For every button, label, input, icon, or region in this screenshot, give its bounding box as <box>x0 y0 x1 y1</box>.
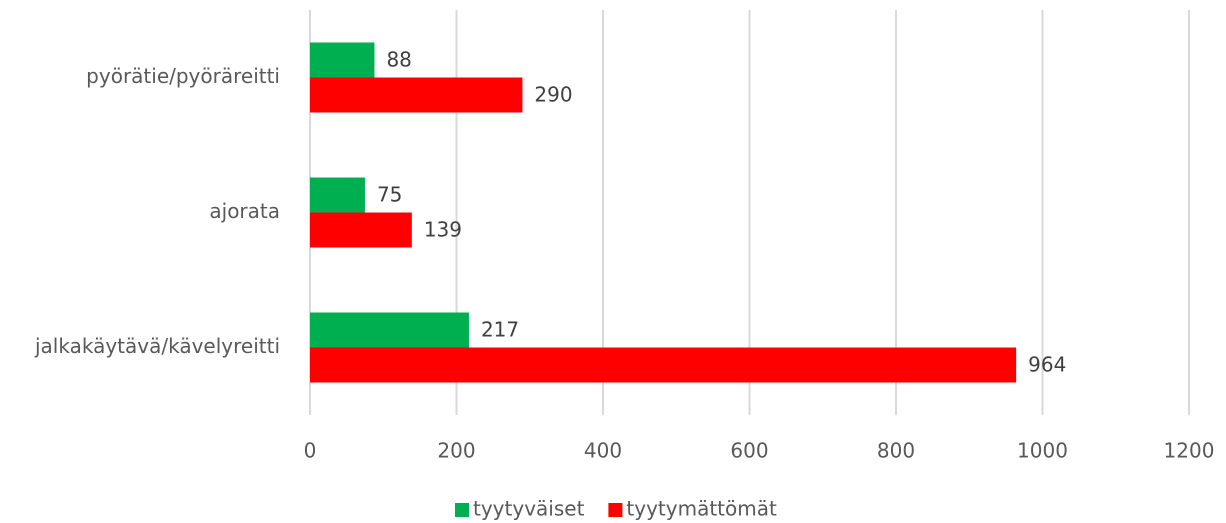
data-label: 217 <box>481 318 519 342</box>
data-label: 964 <box>1028 353 1066 377</box>
data-label: 75 <box>377 183 402 207</box>
legend-swatch <box>608 503 623 517</box>
y-tick-label: pyörätie/pyöräreitti <box>86 64 280 88</box>
bar <box>310 212 412 248</box>
bar <box>310 312 469 348</box>
x-tick-label: 800 <box>877 439 915 463</box>
x-tick-label: 600 <box>730 439 768 463</box>
x-tick-label: 200 <box>437 439 475 463</box>
bar <box>310 42 375 78</box>
legend-label: tyytyväiset <box>473 497 585 521</box>
y-tick-label: ajorata <box>209 199 280 223</box>
data-label: 139 <box>424 218 462 242</box>
bar <box>310 77 523 113</box>
y-tick-label: jalkakäytävä/kävelyreitti <box>34 334 280 358</box>
x-tick-label: 400 <box>584 439 622 463</box>
x-tick-label: 1200 <box>1164 439 1215 463</box>
legend-label: tyytymättömät <box>626 497 777 521</box>
x-tick-label: 0 <box>304 439 317 463</box>
data-label: 290 <box>534 83 572 107</box>
legend-swatch <box>455 503 469 517</box>
bar <box>310 177 365 213</box>
x-tick-label: 1000 <box>1017 439 1068 463</box>
bar <box>310 347 1017 383</box>
data-label: 88 <box>386 48 411 72</box>
